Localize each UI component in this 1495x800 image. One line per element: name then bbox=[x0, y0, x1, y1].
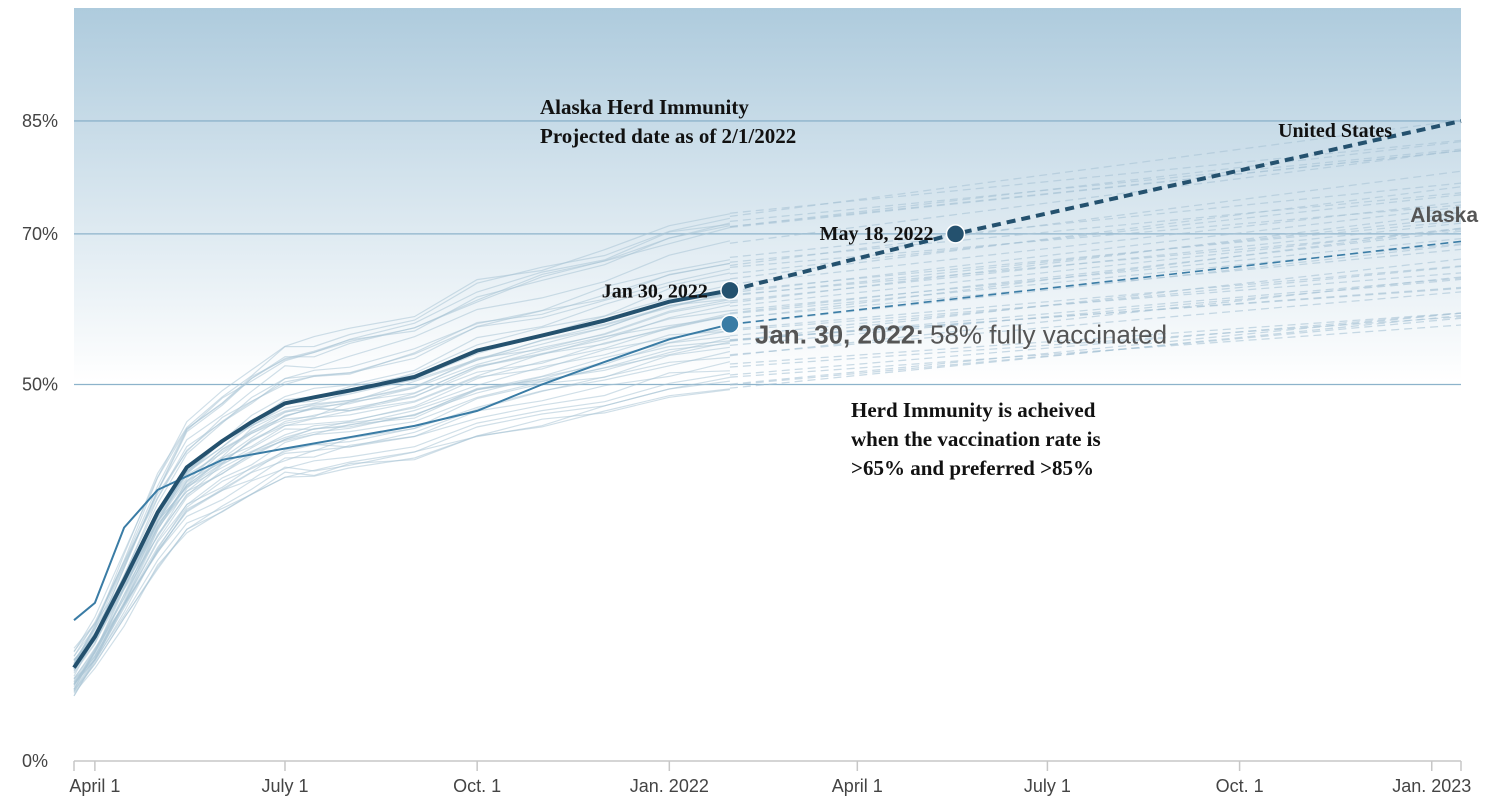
herd-note-line: Herd Immunity is acheived bbox=[851, 398, 1096, 422]
state-projection bbox=[729, 312, 1462, 376]
y-tick-label: 0% bbox=[22, 751, 48, 771]
state-line bbox=[73, 388, 730, 680]
marker-2 bbox=[720, 314, 740, 335]
state-projection bbox=[729, 244, 1462, 326]
state-line bbox=[73, 314, 731, 692]
state-line bbox=[73, 315, 731, 669]
x-tick-label: July 1 bbox=[261, 776, 308, 796]
state-projection bbox=[729, 286, 1462, 341]
alaska-herd-title: Alaska Herd Immunity bbox=[540, 95, 749, 119]
herd-note-line: when the vaccination rate is bbox=[851, 427, 1101, 451]
x-tick-label: Jan. 2022 bbox=[630, 776, 709, 796]
state-line bbox=[73, 340, 730, 661]
state-projection bbox=[729, 312, 1462, 385]
state-projection bbox=[729, 291, 1462, 356]
y-tick-label: 70% bbox=[22, 224, 58, 244]
state-projection bbox=[729, 216, 1462, 297]
state-projection bbox=[729, 272, 1462, 332]
state-projection bbox=[729, 237, 1462, 312]
state-projection bbox=[729, 258, 1462, 342]
state-line bbox=[73, 240, 731, 664]
state-projection bbox=[729, 248, 1462, 319]
marker-label-alaska-value: 58% fully vaccinated bbox=[930, 319, 1167, 349]
x-tick-label: April 1 bbox=[832, 776, 883, 796]
state-projection bbox=[729, 227, 1462, 320]
herd-note-line: >65% and preferred >85% bbox=[851, 456, 1094, 480]
state-line bbox=[73, 329, 731, 685]
series-label-alaska: Alaska bbox=[1410, 204, 1478, 227]
state-line bbox=[73, 226, 731, 665]
state-line bbox=[73, 346, 730, 697]
marker-label-alaska-date: Jan. 30, 2022: bbox=[755, 319, 924, 349]
state-projection bbox=[729, 312, 1462, 365]
x-tick-label: Jan. 2023 bbox=[1392, 776, 1471, 796]
state-projection bbox=[729, 278, 1462, 346]
alaska-line bbox=[73, 323, 731, 621]
state-projection bbox=[729, 277, 1462, 342]
state-projection bbox=[729, 324, 1462, 378]
state-projection bbox=[729, 148, 1462, 223]
alaska-projection bbox=[729, 240, 1462, 326]
state-line bbox=[73, 350, 731, 685]
state-projection bbox=[729, 314, 1462, 389]
marker-0 bbox=[720, 280, 740, 301]
state-projection bbox=[729, 220, 1462, 292]
series-label-united-states: United States bbox=[1278, 120, 1392, 142]
state-line bbox=[73, 225, 731, 665]
state-projection bbox=[729, 150, 1462, 229]
marker-label-us-jan: Jan 30, 2022 bbox=[602, 280, 708, 302]
state-projection bbox=[729, 149, 1462, 244]
state-line bbox=[73, 222, 731, 677]
state-line bbox=[73, 337, 731, 649]
state-projection bbox=[729, 204, 1462, 269]
y-tick-label: 85% bbox=[22, 111, 58, 131]
state-line bbox=[73, 376, 731, 691]
state-projection bbox=[729, 265, 1462, 330]
alaska-herd-subtitle: Projected date as of 2/1/2022 bbox=[540, 124, 796, 148]
x-tick-label: July 1 bbox=[1024, 776, 1071, 796]
y-tick-label: 50% bbox=[22, 375, 58, 395]
state-projection bbox=[729, 170, 1462, 267]
marker-1 bbox=[945, 224, 966, 244]
state-projection bbox=[729, 230, 1462, 314]
state-line bbox=[73, 259, 731, 670]
state-projection bbox=[729, 222, 1462, 302]
us-line bbox=[72, 288, 731, 669]
marker-label-alaska-jan: Jan. 30, 2022: 58% fully vaccinated bbox=[755, 319, 1167, 349]
state-projection bbox=[729, 139, 1462, 214]
upper-band-background bbox=[74, 8, 1461, 382]
state-projection bbox=[729, 141, 1462, 228]
state-projection bbox=[729, 186, 1462, 280]
state-projection bbox=[729, 316, 1462, 368]
state-line bbox=[73, 217, 731, 657]
x-tick-label: April 1 bbox=[69, 776, 120, 796]
state-line bbox=[73, 294, 731, 697]
state-line bbox=[73, 304, 731, 687]
state-projection bbox=[729, 182, 1462, 259]
state-projection bbox=[729, 119, 1462, 218]
state-line bbox=[73, 361, 731, 686]
marker-label-us-may: May 18, 2022 bbox=[820, 223, 934, 245]
state-projection bbox=[729, 192, 1462, 263]
x-tick-label: Oct. 1 bbox=[1216, 776, 1264, 796]
state-projection bbox=[729, 227, 1462, 307]
x-tick-label: Oct. 1 bbox=[453, 776, 501, 796]
